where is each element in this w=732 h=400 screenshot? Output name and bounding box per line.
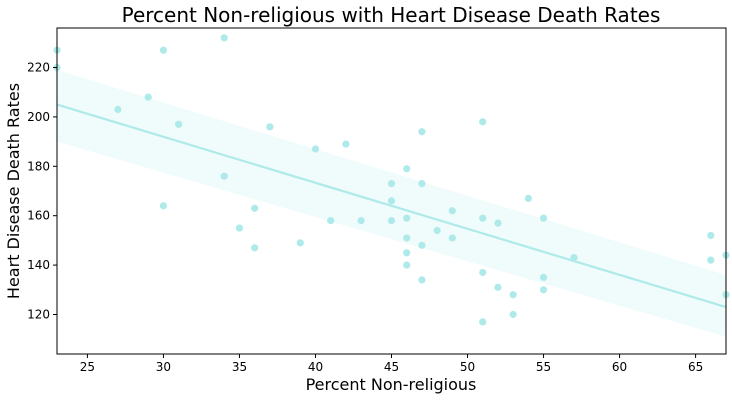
x-tick-label: 65 xyxy=(688,360,703,374)
data-point xyxy=(418,179,426,188)
data-point xyxy=(311,145,320,153)
data-point xyxy=(144,93,152,101)
data-point xyxy=(327,217,335,225)
x-tick-label: 45 xyxy=(384,360,399,374)
x-tick-label: 25 xyxy=(80,360,95,374)
data-points xyxy=(53,34,730,326)
data-point xyxy=(296,239,304,247)
data-point xyxy=(448,207,456,215)
data-point xyxy=(251,204,259,212)
data-point xyxy=(159,46,168,54)
data-point xyxy=(479,118,487,126)
data-point xyxy=(114,105,122,114)
y-tick-label: 140 xyxy=(27,258,50,272)
data-point xyxy=(570,254,578,262)
data-point xyxy=(448,234,456,242)
data-point xyxy=(403,261,411,269)
x-tick-label: 50 xyxy=(460,360,475,374)
data-point xyxy=(418,276,426,284)
data-point xyxy=(433,226,441,235)
data-point xyxy=(251,244,259,252)
x-tick-label: 30 xyxy=(156,360,171,374)
data-point xyxy=(403,249,411,257)
y-axis-label: Heart Disease Death Rates xyxy=(4,83,23,299)
data-point xyxy=(707,256,715,264)
data-point xyxy=(357,217,365,225)
data-point xyxy=(159,202,168,210)
data-point xyxy=(494,283,502,291)
data-point xyxy=(509,291,517,299)
y-tick-label: 220 xyxy=(27,61,50,75)
regression-line xyxy=(56,103,727,309)
y-tick-label: 120 xyxy=(27,307,50,321)
data-point xyxy=(707,231,715,240)
x-axis-label: Percent Non-religious xyxy=(306,375,477,394)
data-point xyxy=(220,172,228,180)
data-point xyxy=(539,286,548,294)
data-point xyxy=(387,217,396,225)
data-point xyxy=(235,224,244,232)
data-point xyxy=(418,241,426,249)
data-point xyxy=(403,234,411,242)
chart-title: Percent Non-religious with Heart Disease… xyxy=(122,3,661,27)
data-point xyxy=(509,310,517,319)
data-point xyxy=(266,123,274,131)
data-point xyxy=(479,268,487,277)
data-point xyxy=(539,214,548,222)
regression-line-layer xyxy=(56,103,727,309)
x-tick-label: 40 xyxy=(308,360,323,374)
x-axis-ticks: 25 30 35 40 45 50 55 60 65 xyxy=(80,354,703,374)
data-point xyxy=(494,219,502,227)
y-tick-label: 180 xyxy=(27,159,50,173)
data-point xyxy=(175,120,183,128)
y-tick-label: 160 xyxy=(27,209,50,223)
data-point xyxy=(387,179,396,188)
data-point xyxy=(220,34,228,42)
data-point xyxy=(479,318,487,326)
data-point xyxy=(539,273,548,282)
y-axis-ticks: 120 140 160 180 200 220 xyxy=(27,61,57,321)
data-point xyxy=(403,214,411,222)
x-tick-label: 35 xyxy=(232,360,247,374)
y-tick-label: 200 xyxy=(27,110,50,124)
data-point xyxy=(524,194,532,203)
data-point xyxy=(418,128,426,136)
data-point xyxy=(479,214,487,222)
data-point xyxy=(403,165,411,173)
data-point xyxy=(342,140,350,148)
x-tick-label: 60 xyxy=(612,360,627,374)
data-point xyxy=(387,197,396,205)
x-tick-label: 55 xyxy=(536,360,551,374)
